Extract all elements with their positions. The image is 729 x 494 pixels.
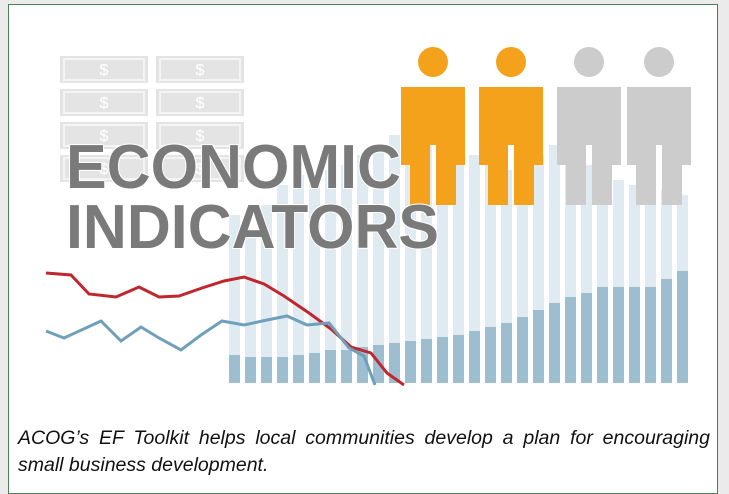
foreground-bar bbox=[485, 327, 496, 383]
foreground-bar bbox=[645, 287, 656, 383]
people-icons bbox=[401, 47, 691, 205]
foreground-bar bbox=[325, 350, 336, 383]
article-panel: $$$$$$$$ ECONOMIC INDICATORS ACOG’s EF T… bbox=[8, 4, 718, 494]
foreground-bar bbox=[597, 287, 608, 383]
foreground-bar bbox=[309, 353, 320, 383]
foreground-bar bbox=[613, 287, 624, 383]
foreground-bar bbox=[453, 335, 464, 383]
bill-symbol: $ bbox=[100, 95, 109, 112]
foreground-bar bbox=[341, 350, 352, 383]
person-head bbox=[574, 47, 604, 77]
foreground-bar bbox=[565, 297, 576, 383]
foreground-bar bbox=[501, 323, 512, 383]
foreground-bar bbox=[469, 331, 480, 383]
person-head bbox=[644, 47, 674, 77]
foreground-bar bbox=[229, 355, 240, 383]
foreground-bar bbox=[405, 341, 416, 383]
bill-symbol: $ bbox=[196, 62, 205, 79]
foreground-bar bbox=[549, 303, 560, 383]
bill-symbol: $ bbox=[100, 62, 109, 79]
foreground-bar bbox=[261, 357, 272, 383]
foreground-bar bbox=[277, 357, 288, 383]
foreground-bar bbox=[581, 293, 592, 383]
foreground-bar bbox=[421, 339, 432, 383]
page: $$$$$$$$ ECONOMIC INDICATORS ACOG’s EF T… bbox=[0, 0, 729, 491]
foreground-bar bbox=[293, 355, 304, 383]
person-head bbox=[418, 47, 448, 77]
foreground-bar bbox=[245, 357, 256, 383]
title-line-1: ECONOMIC bbox=[66, 133, 401, 202]
foreground-bar bbox=[677, 271, 688, 383]
person-head bbox=[496, 47, 526, 77]
title-line-2: INDICATORS bbox=[66, 193, 439, 262]
foreground-bar bbox=[517, 317, 528, 383]
foreground-bar bbox=[437, 337, 448, 383]
person-body bbox=[627, 87, 691, 205]
bill-symbol: $ bbox=[196, 95, 205, 112]
foreground-bar bbox=[629, 287, 640, 383]
foreground-bar bbox=[661, 279, 672, 383]
person-body bbox=[401, 87, 465, 205]
caption: ACOG’s EF Toolkit helps local communitie… bbox=[18, 425, 710, 479]
foreground-bar bbox=[533, 310, 544, 383]
economic-indicators-illustration: $$$$$$$$ ECONOMIC INDICATORS bbox=[9, 5, 717, 405]
